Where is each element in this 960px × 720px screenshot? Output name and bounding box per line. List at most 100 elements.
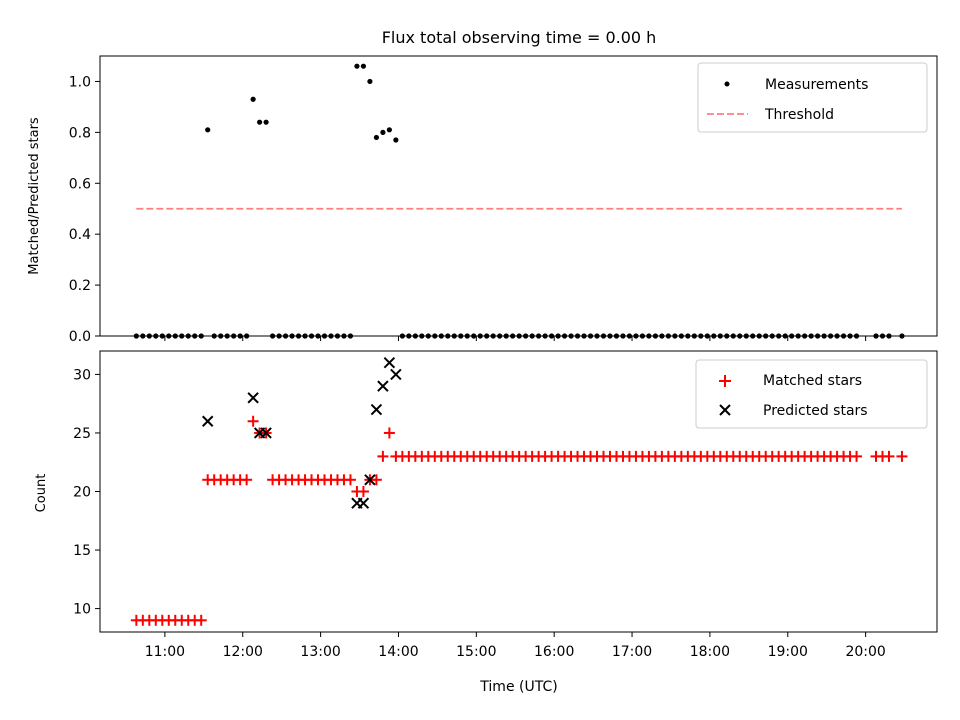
count-x-tick: 15:00 [456,632,497,660]
count-x-tick: 16:00 [534,632,574,660]
matched-star-point [883,450,895,462]
count-x-tick: 19:00 [768,632,808,660]
count-plot-area [130,357,908,626]
x-tick-label: 12:00 [223,644,263,660]
measurement-point [205,127,211,133]
count-y-axis-label: Count [34,474,49,513]
ratio-y-tick: 0.8 [69,125,100,141]
count-x-tick: 12:00 [223,632,263,660]
matched-star-point [377,450,389,462]
count-x-tick: 14:00 [378,632,419,660]
legend-marker-predicted-stars [719,404,731,416]
predicted-star-stroke [357,497,370,509]
matched-star-point [241,474,253,486]
x-tick-label: 20:00 [845,644,885,660]
measurement-point [354,63,360,69]
predicted-star-point [370,403,383,416]
predicted-star-stroke [247,392,259,404]
x-tick-label: 19:00 [768,644,808,660]
predicted-star-point [247,392,259,404]
count-y-tick-label: 20 [73,485,91,501]
count-x-tick: 18:00 [690,632,730,660]
ratio-y-tick: 0.0 [69,329,100,345]
count-y-tick: 10 [73,602,100,618]
matched-star-point [195,614,207,626]
count-legend-box [695,359,928,429]
measurement-point [250,96,256,102]
ratio-y-tick: 0.2 [69,278,100,294]
predicted-star-point [260,427,272,439]
x-tick-label: 11:00 [145,644,185,660]
ratio-y-tick-label: 1.0 [69,74,91,90]
x-tick-label: 16:00 [534,644,574,660]
matched-star-point [851,450,863,462]
predicted-star-stroke [260,427,272,439]
count-y-tick-label: 30 [73,367,91,383]
matched-star-point [344,474,356,486]
x-axis-label: Time (UTC) [479,679,557,695]
ratio-y-tick: 0.6 [69,176,100,192]
count-y-tick: 15 [73,543,100,559]
matched-star-point [896,450,908,462]
x-tick-label: 14:00 [378,644,418,660]
count-x-tick: 17:00 [612,632,652,660]
ratio-y-axis-label: Matched/Predicted stars [27,117,42,275]
predicted-star-point [201,415,214,427]
measurement-point [380,129,386,135]
count-y-tick-label: 15 [73,543,91,559]
count-y-tick-label: 25 [73,426,91,442]
predicted-star-stroke [364,474,376,486]
ratio-panel: 0.0 0.2 0.4 0.6 0.8 1.0 Matched/Predicted sta… [27,55,938,345]
x-tick-label: 17:00 [612,644,652,660]
x-tick-label: 13:00 [300,644,340,660]
count-axes-frame [99,350,938,633]
count-legend: Matched stars Predicted stars [695,359,928,429]
measurement-point [257,119,263,125]
ratio-y-tick-label: 0.2 [69,278,91,294]
ratio-y-tick: 1.0 [69,74,100,90]
legend-label-measurements: Measurements [765,77,868,93]
predicted-star-stroke [377,380,389,392]
matched-star-point [247,415,259,427]
chart-title: Flux total observing time = 0.00 h [382,28,657,47]
predicted-star-stroke [390,368,402,381]
count-panel: 10 15 20 25 30 11:00 12:00 13:00 14:00 15:00 16:00… [34,350,938,695]
legend-label-predicted-stars: Predicted stars [763,403,868,419]
ratio-axes-frame [99,55,938,337]
matched-star-point [357,486,369,497]
legend-marker-measurements [724,81,730,87]
count-y-tick: 25 [73,426,100,442]
legend-marker-matched-stars [719,375,731,387]
predicted-star-point [377,380,389,392]
count-y-tick: 20 [73,485,100,501]
measurement-point [263,119,269,125]
matched-star-point [370,474,382,486]
ratio-y-tick-label: 0.6 [69,176,91,192]
measurement-point [367,78,373,85]
predicted-star-stroke [370,403,383,416]
measurement-point [360,63,367,69]
count-x-tick: 20:00 [845,632,886,660]
predicted-star-point [364,474,376,486]
count-y-tick-label: 10 [73,602,91,618]
predicted-star-stroke [383,357,396,369]
measurement-point [393,137,399,143]
legend-label-threshold: Threshold [764,107,834,123]
count-x-tick: 11:00 [145,632,185,660]
predicted-star-point [383,357,396,369]
x-tick-label: 15:00 [456,644,496,660]
measurement-point [386,127,392,133]
ratio-legend-box [697,62,928,133]
count-y-tick: 30 [73,367,100,383]
matched-star-point [383,427,395,439]
measurement-point [373,134,380,141]
count-x-tick: 13:00 [300,632,341,660]
predicted-star-point [390,368,402,381]
ratio-legend: Measurements Threshold [697,62,928,133]
ratio-y-tick-label: 0.0 [69,329,91,345]
predicted-star-point [357,497,370,509]
legend-label-matched-stars: Matched stars [763,373,862,389]
x-tick-label: 18:00 [690,644,730,660]
ratio-y-tick: 0.4 [69,227,100,243]
